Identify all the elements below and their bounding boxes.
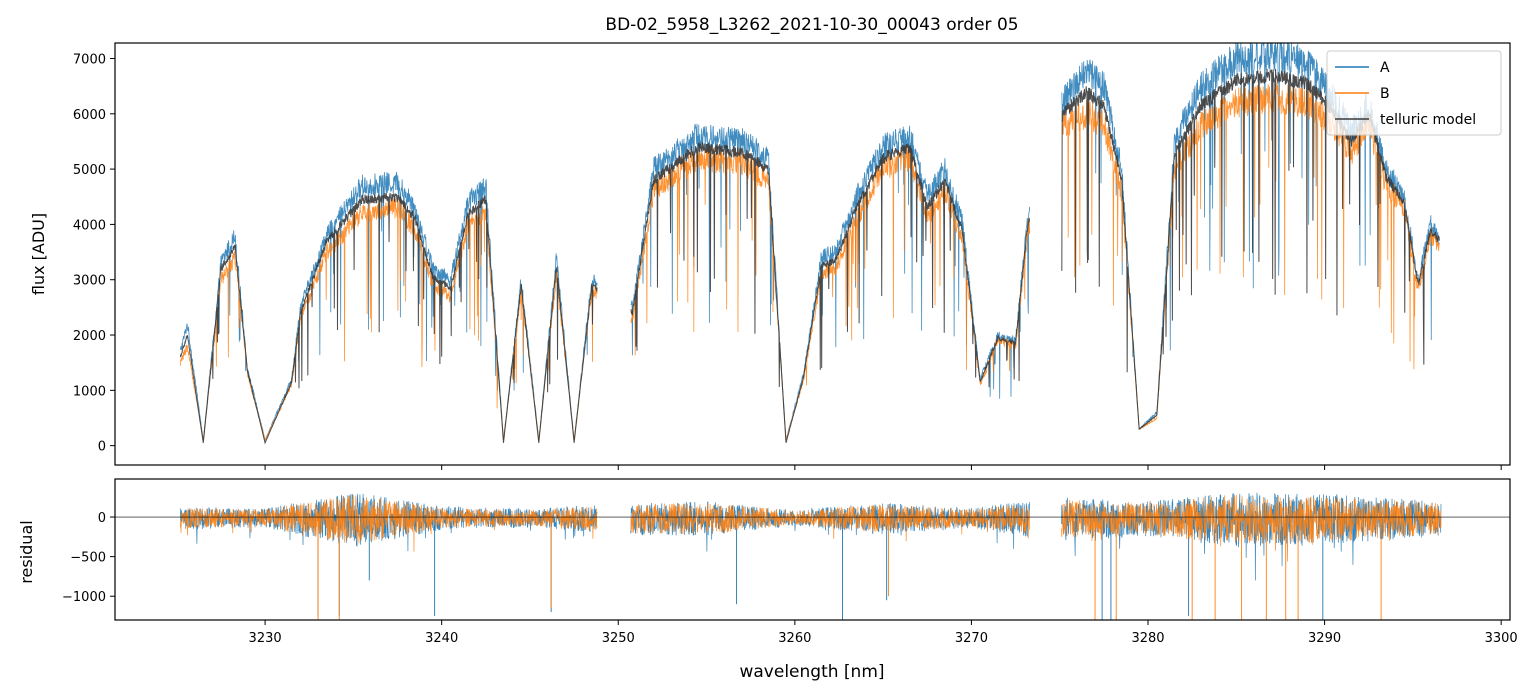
residual-x-tick-label-6: 3290 [1308,631,1341,646]
flux-series-B [179,82,1440,441]
flux-y-axis-label: flux [ADU] [29,213,48,295]
residual-x-tick-label-5: 3280 [1131,631,1164,646]
residual-x-tick-label-1: 3240 [425,631,458,646]
chart-title: BD-02_5958_L3262_2021-10-30_00043 order … [605,15,1018,35]
flux-panel: 0 1000 2000 3000 4000 5000 6000 7000 flux [ADU]… [29,42,1511,470]
flux-y-ticks: 0 1000 2000 3000 4000 5000 6000 7000 [73,52,115,455]
flux-series-layer [179,43,1440,445]
residual-y-tick-label-0: −1000 [62,590,106,605]
flux-y-tick-label-4: 4000 [73,218,106,233]
flux-y-tick-label-6: 6000 [73,108,106,123]
residual-series-B [179,494,1442,562]
residual-y-tick-label-2: 0 [98,511,106,526]
legend-label-b: B [1380,86,1390,102]
legend: A B telluric model [1326,50,1502,136]
legend-box [1326,50,1502,136]
residual-y-tick-label-1: −500 [70,551,106,566]
residual-x-tick-label-3: 3260 [778,631,811,646]
residual-series-layer [115,492,1510,620]
residual-x-ticks: 3230 3240 3250 3260 3270 3280 3290 3300 [249,620,1518,646]
flux-y-tick-label-1: 1000 [73,384,106,399]
residual-x-tick-label-0: 3230 [249,631,282,646]
residual-y-ticks: −1000 −500 0 [62,511,115,605]
flux-y-tick-label-0: 0 [98,440,106,455]
residual-x-tick-label-4: 3270 [955,631,988,646]
flux-y-tick-label-7: 7000 [73,52,106,67]
flux-y-tick-label-2: 2000 [73,329,106,344]
x-axis-label: wavelength [nm] [739,662,884,682]
legend-label-telluric: telluric model [1380,112,1476,128]
flux-y-tick-label-3: 3000 [73,274,106,289]
residual-x-tick-label-7: 3300 [1485,631,1518,646]
residual-x-tick-label-2: 3250 [602,631,635,646]
residual-panel-frame [114,478,1511,621]
legend-label-a: A [1380,60,1390,76]
flux-series-telluric-model [179,68,1440,445]
flux-panel-frame [114,42,1511,466]
flux-x-ticks [264,465,1502,470]
flux-y-tick-label-5: 5000 [73,163,106,178]
residual-panel: 3230 3240 3250 3260 3270 3280 3290 3300 −1000 −5… [17,478,1518,682]
residual-y-axis-label: residual [17,520,36,583]
